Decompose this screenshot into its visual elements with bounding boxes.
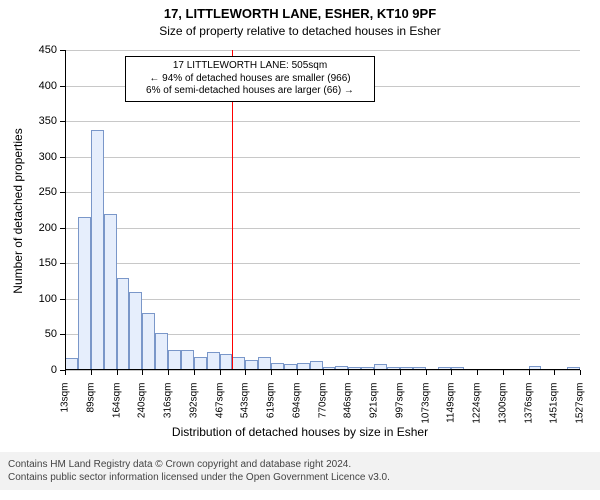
annotation-line: ← 94% of detached houses are smaller (96… [131,73,369,86]
y-axis-label: Number of detached properties [11,121,25,301]
ytick-label: 0 [27,364,57,376]
chart-subtitle: Size of property relative to detached ho… [0,24,600,38]
ytick-label: 450 [27,44,57,56]
histogram-bar [129,292,142,370]
ytick-label: 250 [27,186,57,198]
ytick-label: 300 [27,151,57,163]
histogram-bar [181,350,194,370]
chart-title: 17, LITTLEWORTH LANE, ESHER, KT10 9PF [0,6,600,21]
footer-line-2: Contains public sector information licen… [8,471,592,484]
annotation-box: 17 LITTLEWORTH LANE: 505sqm← 94% of deta… [125,56,375,102]
annotation-line: 17 LITTLEWORTH LANE: 505sqm [131,60,369,73]
histogram-bar [91,130,104,370]
histogram-bar [168,350,181,370]
histogram-bar [207,352,220,370]
x-axis-label: Distribution of detached houses by size … [0,425,600,439]
ytick-label: 150 [27,257,57,269]
histogram-bar [142,313,155,370]
histogram-bar [104,214,117,370]
annotation-line: 6% of semi-detached houses are larger (6… [131,85,369,98]
ytick-label: 400 [27,80,57,92]
footer: Contains HM Land Registry data © Crown c… [0,452,600,490]
histogram-bar [220,354,233,370]
histogram-bar [78,217,91,370]
histogram-bar [117,278,130,370]
ytick-label: 200 [27,222,57,234]
histogram-bar [155,333,168,370]
footer-line-1: Contains HM Land Registry data © Crown c… [8,458,592,471]
ytick-label: 350 [27,115,57,127]
ytick-label: 50 [27,328,57,340]
ytick-label: 100 [27,293,57,305]
